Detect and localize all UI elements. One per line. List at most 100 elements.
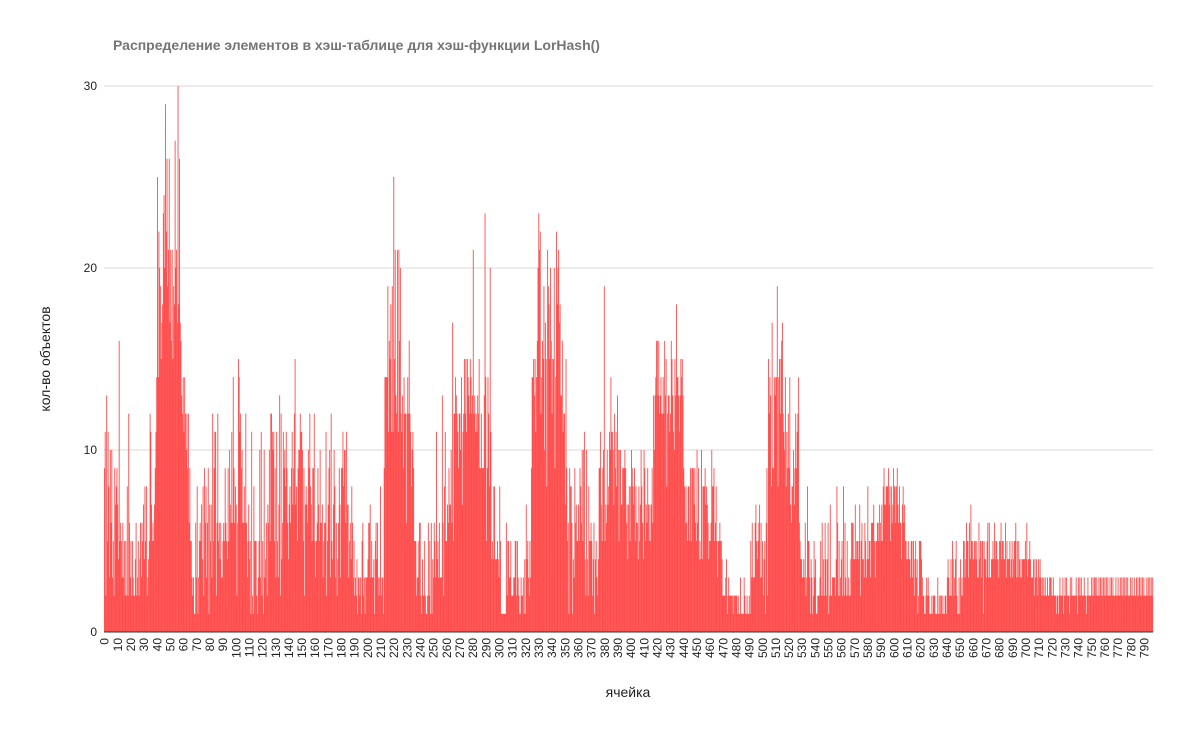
- bar: [1051, 595, 1053, 632]
- bar: [948, 577, 950, 632]
- bar: [290, 468, 292, 632]
- bar: [868, 541, 870, 632]
- x-tick-label: 150: [295, 638, 309, 658]
- bar: [223, 541, 225, 632]
- bar: [569, 486, 571, 632]
- bar: [349, 522, 351, 632]
- bar: [182, 377, 184, 632]
- bar: [638, 486, 640, 632]
- bar: [1086, 613, 1087, 632]
- bar: [982, 613, 984, 632]
- bar: [997, 559, 999, 632]
- bar: [1088, 595, 1090, 632]
- bar: [916, 559, 918, 632]
- bar: [737, 613, 738, 632]
- bar: [469, 359, 471, 632]
- bar: [768, 359, 769, 632]
- bar: [474, 395, 476, 632]
- bar: [475, 413, 477, 632]
- bar: [627, 559, 629, 632]
- bar: [348, 577, 350, 632]
- bar: [959, 613, 961, 632]
- bar: [812, 595, 814, 632]
- bar: [848, 595, 850, 632]
- bar: [285, 431, 287, 632]
- bar: [550, 340, 552, 632]
- x-tick-label: 160: [308, 638, 322, 658]
- bar: [837, 522, 839, 632]
- bar: [820, 541, 822, 632]
- bar: [552, 359, 554, 632]
- bar: [435, 577, 437, 632]
- bar: [1072, 595, 1073, 632]
- bar: [204, 522, 206, 632]
- bar: [508, 577, 510, 632]
- bar: [670, 413, 671, 632]
- bar: [447, 522, 449, 632]
- bar: [1140, 577, 1142, 632]
- bar: [938, 613, 939, 632]
- bar: [178, 304, 180, 632]
- bar: [1120, 595, 1122, 632]
- bar: [324, 522, 326, 632]
- x-tick-label: 180: [335, 638, 349, 658]
- bar: [508, 541, 510, 632]
- bar: [832, 577, 833, 632]
- bar: [807, 486, 808, 632]
- bar: [852, 522, 854, 632]
- bar: [344, 450, 346, 632]
- bar: [111, 450, 113, 632]
- bar: [422, 595, 424, 632]
- bar: [860, 595, 861, 632]
- bar: [329, 450, 331, 632]
- x-tick-label: 100: [229, 638, 243, 658]
- bar: [1004, 559, 1006, 632]
- bar: [665, 359, 667, 632]
- bar: [613, 504, 615, 632]
- bar: [595, 541, 597, 632]
- bar: [631, 450, 632, 632]
- bar: [1049, 577, 1051, 632]
- bar: [686, 522, 688, 632]
- bar: [803, 559, 805, 632]
- bar: [869, 541, 871, 632]
- x-tick-label: 420: [651, 638, 665, 658]
- bar: [542, 340, 543, 632]
- x-tick-label: 710: [1032, 638, 1046, 658]
- bar: [516, 541, 518, 632]
- bar: [134, 595, 136, 632]
- bar: [831, 595, 833, 632]
- bar: [818, 595, 820, 632]
- bar: [1076, 595, 1078, 632]
- bar: [392, 431, 394, 632]
- bar: [925, 595, 927, 632]
- bar: [589, 541, 591, 632]
- bar: [143, 559, 145, 632]
- bar: [714, 541, 716, 632]
- bar: [777, 486, 779, 632]
- bar: [616, 486, 618, 632]
- bar: [240, 413, 242, 632]
- bar: [949, 595, 951, 632]
- bar: [635, 486, 637, 632]
- bar: [121, 577, 123, 632]
- bar: [640, 450, 642, 632]
- bar: [572, 613, 574, 632]
- bar: [672, 395, 674, 632]
- bar: [290, 522, 292, 632]
- bar: [896, 486, 897, 632]
- bar: [703, 486, 705, 632]
- x-tick-label: 730: [1059, 638, 1073, 658]
- bar: [1122, 577, 1124, 632]
- bar: [591, 541, 593, 632]
- x-tick-label: 760: [1098, 638, 1112, 658]
- bar: [947, 559, 949, 632]
- bar: [1118, 595, 1120, 632]
- bar: [692, 468, 694, 632]
- bar: [361, 541, 363, 632]
- bar: [296, 486, 298, 632]
- bar: [737, 595, 739, 632]
- bar: [913, 595, 915, 632]
- bar: [754, 522, 756, 632]
- bar: [931, 595, 933, 632]
